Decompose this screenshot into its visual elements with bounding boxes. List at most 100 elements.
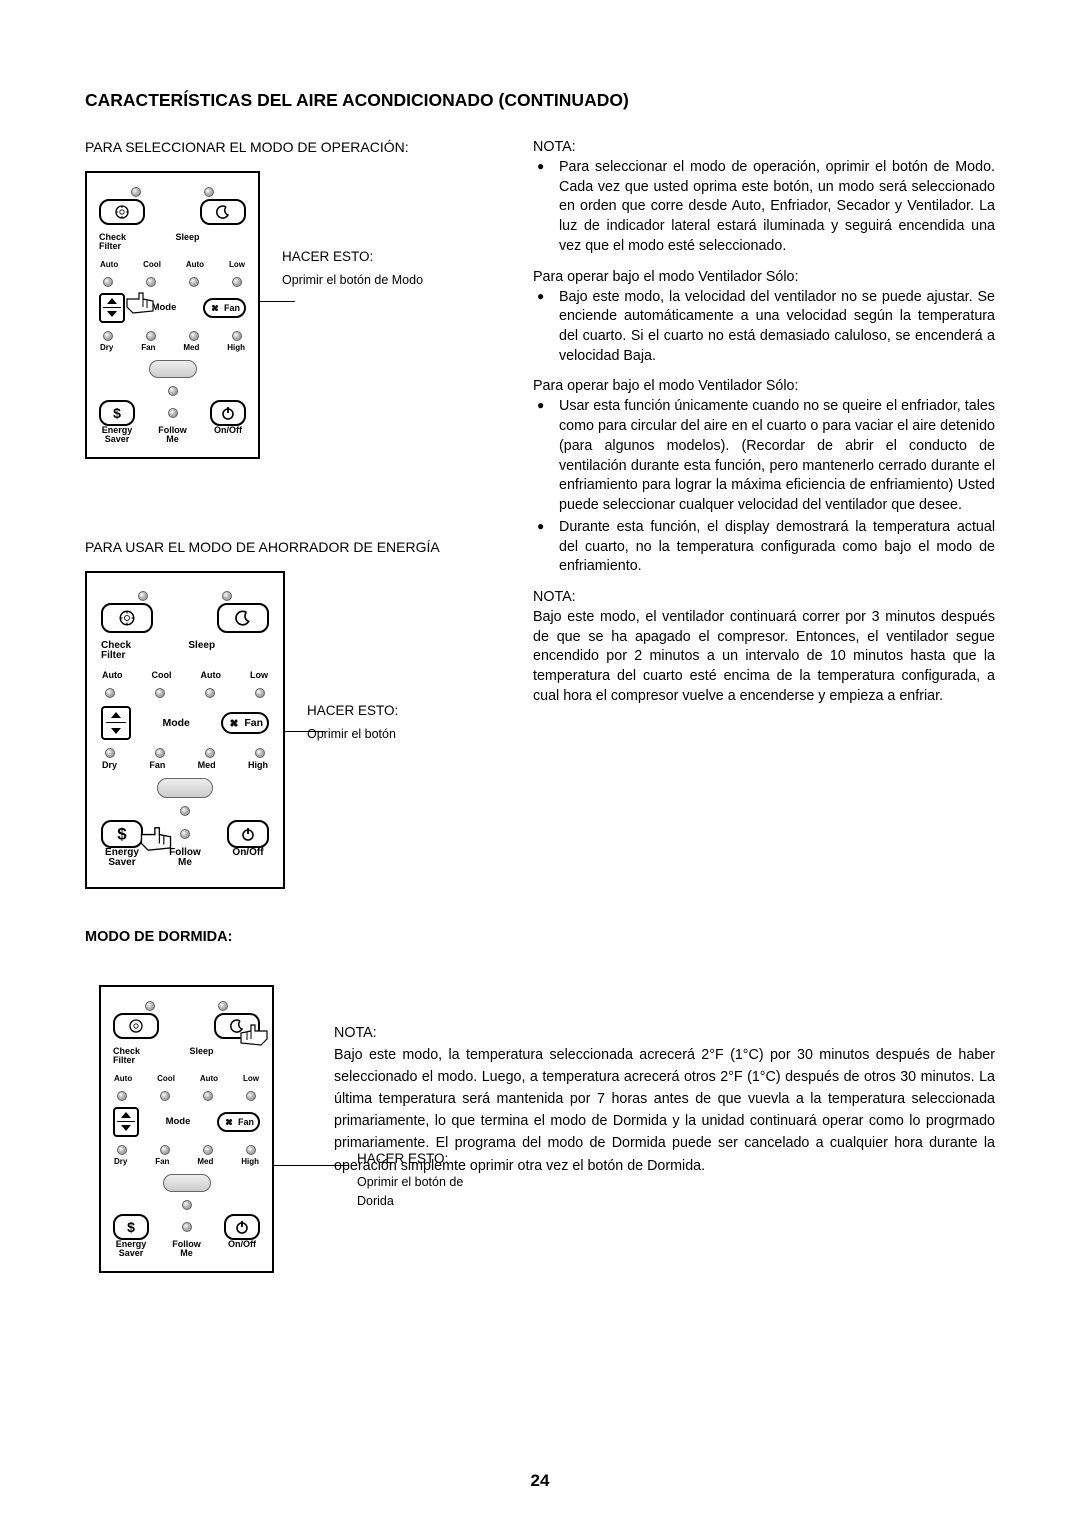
cool-label: Cool: [157, 1074, 175, 1083]
fan-only2-bullet1: Usar esta función únicamente cuando no s…: [559, 397, 995, 515]
fan-label: Fan: [238, 1117, 254, 1127]
section2-heading: PARA USAR EL MODO DE AHORRADOR DE ENERGÍ…: [85, 539, 495, 555]
check-filter-label: Check Filter: [99, 233, 170, 252]
led-icon: [131, 187, 141, 197]
on-off-label: On/Off: [214, 426, 242, 435]
led-icon: [168, 386, 178, 396]
auto-label: Auto: [114, 1074, 132, 1083]
low-label: Low: [229, 260, 245, 269]
temp-updown-button: [113, 1107, 139, 1137]
fan-only2-head: Para operar bajo el modo Ventilador Sólo…: [533, 378, 995, 394]
auto-label: Auto: [102, 670, 123, 680]
dry-label: Dry: [102, 760, 117, 770]
fan-label: Fan: [224, 303, 240, 313]
led-icon: [218, 1001, 228, 1011]
right-column: NOTA: Para seleccionar el modo de operac…: [533, 139, 995, 965]
led-icon: [117, 1145, 127, 1155]
callout-leader-line: [274, 1165, 349, 1166]
led-icon: [189, 331, 199, 341]
energy-saver-label: Energy Saver: [116, 1240, 147, 1259]
pointer-hand-icon: [237, 1021, 271, 1049]
fan-button: Fan: [203, 298, 246, 318]
med-label: Med: [197, 1157, 213, 1166]
led-icon: [205, 688, 215, 698]
sleep-button: [217, 603, 269, 633]
led-icon: [246, 1091, 256, 1101]
temp-updown-button: [99, 293, 125, 323]
control-panel-2: Check Filter Sleep AutoCoolAutoLow Mode …: [85, 571, 285, 889]
svg-text:$: $: [117, 825, 127, 843]
led-icon: [105, 688, 115, 698]
led-icon: [138, 591, 148, 601]
display-oval: [163, 1174, 211, 1192]
led-icon: [103, 277, 113, 287]
callout1-head: HACER ESTO:: [282, 247, 423, 267]
fan-label: Fan: [155, 1157, 169, 1166]
cool-label: Cool: [143, 260, 161, 269]
callout1-body: Oprimir el botón de Modo: [282, 273, 423, 287]
led-icon: [232, 331, 242, 341]
led-icon: [232, 277, 242, 287]
led-icon: [203, 1091, 213, 1101]
callout-leader-line: [260, 301, 295, 302]
note1-head: NOTA:: [533, 139, 995, 155]
led-icon: [182, 1222, 192, 1232]
led-icon: [205, 748, 215, 758]
led-icon: [155, 748, 165, 758]
high-label: High: [248, 760, 268, 770]
callout3-head: HACER ESTO:: [357, 1149, 487, 1169]
check-filter-button: [99, 199, 145, 225]
led-icon: [146, 277, 156, 287]
led-icon: [255, 688, 265, 698]
energy-saver-button: $: [113, 1214, 149, 1240]
on-off-label: On/Off: [232, 848, 263, 859]
sleep-label: Sleep: [188, 641, 269, 662]
led-icon: [146, 331, 156, 341]
led-icon: [160, 1091, 170, 1101]
led-icon: [160, 1145, 170, 1155]
temp-updown-button: [101, 706, 131, 740]
med-label: Med: [183, 343, 199, 352]
dry-label: Dry: [100, 343, 113, 352]
display-oval: [149, 360, 197, 378]
energy-saver-button: $: [99, 400, 135, 426]
svg-text:$: $: [113, 405, 121, 421]
check-filter-button: [113, 1013, 159, 1039]
section1-heading: PARA SELECCIONAR EL MODO DE OPERACIÓN:: [85, 139, 495, 155]
auto-label: Auto: [200, 1074, 218, 1083]
fan-only2-bullet2: Durante esta función, el display demostr…: [559, 518, 995, 577]
dry-label: Dry: [114, 1157, 127, 1166]
led-icon: [255, 748, 265, 758]
led-icon: [155, 688, 165, 698]
check-filter-label: Check Filter: [113, 1047, 184, 1066]
note2-body: Bajo este modo, el ventilador continuará…: [533, 608, 995, 707]
callout2-body: Oprimir el botón: [307, 727, 396, 741]
fan-button: Fan: [221, 712, 269, 734]
note3-head: NOTA:: [334, 1025, 995, 1041]
fan-only-head: Para operar bajo el modo Ventilador Sólo…: [533, 269, 995, 285]
sleep-button: [200, 199, 246, 225]
section3-heading: MODO DE DORMIDA:: [85, 929, 495, 945]
auto-label: Auto: [186, 260, 204, 269]
energy-saver-label: Energy Saver: [102, 426, 133, 445]
low-label: Low: [250, 670, 268, 680]
led-icon: [203, 1145, 213, 1155]
high-label: High: [241, 1157, 259, 1166]
auto-label: Auto: [100, 260, 118, 269]
led-icon: [103, 331, 113, 341]
fan-label: Fan: [244, 717, 263, 729]
led-icon: [182, 1200, 192, 1210]
led-icon: [180, 829, 190, 839]
mode-label: Mode: [166, 1116, 191, 1127]
fan-label: Fan: [141, 343, 155, 352]
control-panel-1: Check Filter Sleep AutoCoolAutoLow Mode …: [85, 171, 260, 459]
callout-leader-line: [285, 731, 325, 732]
led-icon: [222, 591, 232, 601]
note2-head: NOTA:: [533, 589, 995, 605]
fan-only-bullet: Bajo este modo, la velocidad del ventila…: [559, 288, 995, 367]
fan-button: Fan: [217, 1112, 260, 1132]
led-icon: [145, 1001, 155, 1011]
high-label: High: [227, 343, 245, 352]
check-filter-label: Check Filter: [101, 641, 182, 662]
follow-me-label: Follow Me: [158, 426, 187, 445]
